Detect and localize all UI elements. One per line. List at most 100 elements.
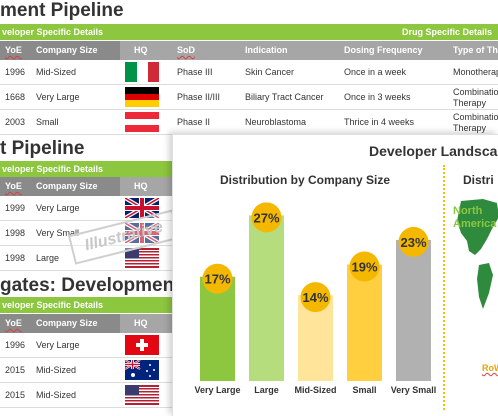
col-sod[interactable]: SoD xyxy=(177,45,195,55)
therapy-type-cell: Combination Therapy xyxy=(453,87,498,108)
italy-flag-icon xyxy=(125,62,159,82)
value-bubble xyxy=(251,202,282,233)
australia-flag-icon xyxy=(125,360,159,380)
yoe-cell: 2003 xyxy=(5,117,26,127)
col-company-size[interactable]: Company Size xyxy=(31,177,120,196)
value-bubble xyxy=(398,226,429,257)
yoe-cell: 2015 xyxy=(5,365,26,375)
austria-flag-icon xyxy=(125,112,159,132)
col-hq[interactable]: HQ xyxy=(120,314,172,333)
world-map-icon xyxy=(457,199,498,309)
category-label: Small xyxy=(352,385,376,395)
table-row[interactable]: 2015 Mid-Sized xyxy=(0,358,172,383)
category-label: Very Small xyxy=(391,385,437,395)
category-label: Large xyxy=(254,385,279,395)
company-size-cell: Small xyxy=(36,117,59,127)
company-size-cell: Large xyxy=(36,253,60,263)
bar-small xyxy=(347,264,382,381)
table-row[interactable]: 1999 Very Large xyxy=(0,196,172,221)
col-dosing-frequency[interactable]: Dosing Frequency xyxy=(339,41,448,60)
yoe-cell: 1996 xyxy=(5,340,26,350)
uk-flag-icon xyxy=(125,198,159,218)
value-label: 14% xyxy=(302,290,328,305)
table-row[interactable]: 1996 Mid-Sized Phase III Skin Cancer Onc… xyxy=(0,60,498,85)
company-size-cell: Very Large xyxy=(36,203,80,213)
category-label: Very Large xyxy=(194,385,240,395)
table-header: YoE Company Size HQ xyxy=(0,177,172,196)
section-bar: veloper Specific Details xyxy=(0,297,172,313)
dosing-cell: Once in a week xyxy=(344,67,407,77)
developer-details-label: veloper Specific Details xyxy=(2,27,104,37)
table-row[interactable]: 1998 Very Small xyxy=(0,221,172,246)
yoe-cell: 1996 xyxy=(5,67,26,77)
sod-cell: Phase II/III xyxy=(177,92,221,102)
value-label: 19% xyxy=(351,259,377,274)
panel-divider xyxy=(443,165,445,410)
sod-cell: Phase III xyxy=(177,67,213,77)
value-bubble xyxy=(202,263,233,294)
value-bubble xyxy=(300,282,331,313)
company-size-bar-chart: 17% Very Large 27% Large 14% Mid-Sized 19% Smal… xyxy=(194,202,437,395)
bar-very-large xyxy=(200,276,235,381)
indication-cell: Neuroblastoma xyxy=(245,117,307,127)
panel-title: Developer Landsca xyxy=(369,143,498,159)
value-label: 23% xyxy=(400,235,426,250)
table-row[interactable]: 1996 Very Large xyxy=(0,333,172,358)
yoe-cell: 2015 xyxy=(5,390,26,400)
category-label: Mid-Sized xyxy=(295,385,337,395)
col-yoe[interactable]: YoE xyxy=(5,181,22,191)
germany-flag-icon xyxy=(125,87,159,107)
map-region-label: North America xyxy=(453,205,497,230)
table-header: YoE Company Size HQ xyxy=(0,314,172,333)
drug-details-label: Drug Specific Details xyxy=(401,27,492,37)
col-company-size[interactable]: Company Size xyxy=(31,41,120,60)
indication-cell: Biliary Tract Cancer xyxy=(245,92,324,102)
section-bar: veloper Specific Details Drug Specific D… xyxy=(0,24,498,40)
company-size-cell: Mid-Sized xyxy=(36,390,77,400)
table-row[interactable]: 1668 Very Large Phase II/III Biliary Tra… xyxy=(0,85,498,110)
col-type-of-therapy[interactable]: Type of Th xyxy=(448,41,498,60)
table-row[interactable]: 1998 Large xyxy=(0,246,172,271)
dosing-cell: Thrice in 4 weeks xyxy=(344,117,415,127)
col-company-size[interactable]: Company Size xyxy=(31,314,120,333)
indication-cell: Skin Cancer xyxy=(245,67,295,77)
switzerland-flag-icon xyxy=(125,335,159,355)
company-size-cell: Mid-Sized xyxy=(36,365,77,375)
map-footnote: RoW xyxy=(482,363,498,373)
yoe-cell: 1998 xyxy=(5,228,26,238)
therapy-type-cell: Monotherapy xyxy=(453,67,498,77)
pipeline-title: ment Pipeline xyxy=(0,0,124,21)
col-yoe[interactable]: YoE xyxy=(5,318,22,328)
uk-flag-icon xyxy=(125,223,159,243)
col-hq[interactable]: HQ xyxy=(120,177,172,196)
company-size-cell: Mid-Sized xyxy=(36,67,77,77)
company-size-cell: Very Small xyxy=(36,228,80,238)
sod-cell: Phase II xyxy=(177,117,211,127)
value-label: 17% xyxy=(204,272,230,287)
table-row[interactable]: 2003 Small Phase II Neuroblastoma Thrice… xyxy=(0,110,498,135)
developer-landscape-panel: Developer Landsca Distribution by Compan… xyxy=(172,134,498,416)
bar-very-small xyxy=(396,239,431,381)
developer-details-label: veloper Specific Details xyxy=(2,300,104,310)
company-size-cell: Very Large xyxy=(36,340,80,350)
usa-flag-icon xyxy=(125,248,159,268)
usa-flag-icon xyxy=(125,385,159,405)
yoe-cell: 1999 xyxy=(5,203,26,213)
pipeline-title: t Pipeline xyxy=(0,138,85,159)
table-row[interactable]: 2015 Mid-Sized xyxy=(0,383,172,408)
company-size-cell: Very Large xyxy=(36,92,80,102)
bar-large xyxy=(249,215,284,381)
chart-title: Distribution by Company Size xyxy=(220,173,391,187)
section-bar: veloper Specific Details xyxy=(0,161,172,177)
col-yoe[interactable]: YoE xyxy=(5,45,22,55)
value-label: 27% xyxy=(253,210,279,225)
yoe-cell: 1668 xyxy=(5,92,26,102)
therapy-type-cell: Combination Therapy xyxy=(453,112,498,133)
pipeline-title: gates: Development P xyxy=(0,275,199,296)
table-header: YoE Company Size HQ SoD Indication Dosin… xyxy=(0,41,498,60)
dosing-cell: Once in 3 weeks xyxy=(344,92,411,102)
col-hq[interactable]: HQ xyxy=(120,41,172,60)
value-bubble xyxy=(349,251,380,282)
developer-details-label: veloper Specific Details xyxy=(2,164,104,174)
col-indication[interactable]: Indication xyxy=(240,41,339,60)
